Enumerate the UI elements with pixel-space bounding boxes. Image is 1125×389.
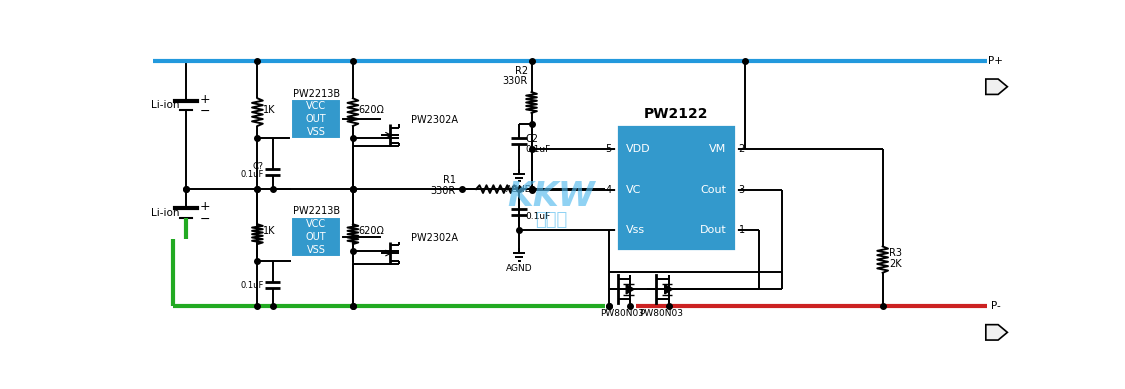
Text: KKW: KKW [507, 180, 595, 213]
Text: C2: C2 [525, 134, 539, 144]
Text: 0.1uF: 0.1uF [240, 170, 263, 179]
Text: PW2302A: PW2302A [412, 233, 458, 243]
Text: Dout: Dout [700, 225, 727, 235]
Text: 620Ω: 620Ω [358, 105, 384, 115]
Polygon shape [665, 285, 673, 294]
Text: 330R: 330R [503, 75, 528, 86]
Text: PW80N03: PW80N03 [639, 309, 683, 318]
Text: VCC: VCC [306, 219, 326, 228]
Text: VSS: VSS [307, 128, 326, 137]
Text: VSS: VSS [307, 245, 326, 255]
Text: VDD: VDD [626, 144, 650, 154]
Text: R1: R1 [443, 175, 456, 185]
Text: OUT: OUT [306, 114, 326, 124]
Text: 1: 1 [739, 225, 745, 235]
Text: PW2213B: PW2213B [292, 207, 340, 216]
Text: P-: P- [991, 301, 1001, 311]
Text: VC: VC [626, 185, 641, 195]
Text: 0.1uF: 0.1uF [525, 145, 550, 154]
Text: P+: P+ [989, 56, 1004, 65]
FancyBboxPatch shape [616, 124, 736, 251]
Text: Vss: Vss [626, 225, 645, 235]
Text: +: + [199, 93, 210, 105]
Text: AGND: AGND [506, 264, 532, 273]
Text: 5: 5 [605, 144, 612, 154]
Text: 330R: 330R [431, 186, 456, 196]
Text: Cout: Cout [701, 185, 727, 195]
Polygon shape [986, 79, 1007, 95]
Text: 2: 2 [739, 144, 745, 154]
Text: R3: R3 [889, 249, 902, 258]
Text: VCC: VCC [306, 101, 326, 111]
Text: C?: C? [252, 161, 263, 170]
FancyBboxPatch shape [291, 99, 341, 139]
Polygon shape [986, 325, 1007, 340]
FancyBboxPatch shape [291, 217, 341, 257]
Text: Li-ion: Li-ion [151, 100, 180, 110]
Text: PW2122: PW2122 [644, 107, 708, 121]
Text: PW2213B: PW2213B [292, 89, 340, 99]
Text: 620Ω: 620Ω [358, 226, 384, 237]
Text: PW2302A: PW2302A [412, 115, 458, 125]
Text: PW80N03: PW80N03 [601, 309, 645, 318]
Text: +: + [199, 200, 210, 213]
Text: −: − [199, 213, 210, 226]
Text: 0.1uF: 0.1uF [240, 281, 263, 290]
Text: −: − [199, 105, 210, 118]
Polygon shape [627, 285, 633, 294]
Text: 1K: 1K [263, 226, 276, 237]
Text: R2: R2 [514, 66, 528, 76]
Text: Li-ion: Li-ion [151, 208, 180, 218]
Text: VM: VM [709, 144, 727, 154]
Text: 2K: 2K [889, 259, 901, 269]
Text: AGND: AGND [506, 185, 532, 194]
Text: 0.1uF: 0.1uF [525, 212, 550, 221]
Text: 3: 3 [739, 185, 745, 195]
Text: 奎克微: 奎克微 [536, 211, 568, 229]
Text: OUT: OUT [306, 232, 326, 242]
Text: 4: 4 [605, 185, 612, 195]
Text: 1K: 1K [263, 105, 276, 115]
